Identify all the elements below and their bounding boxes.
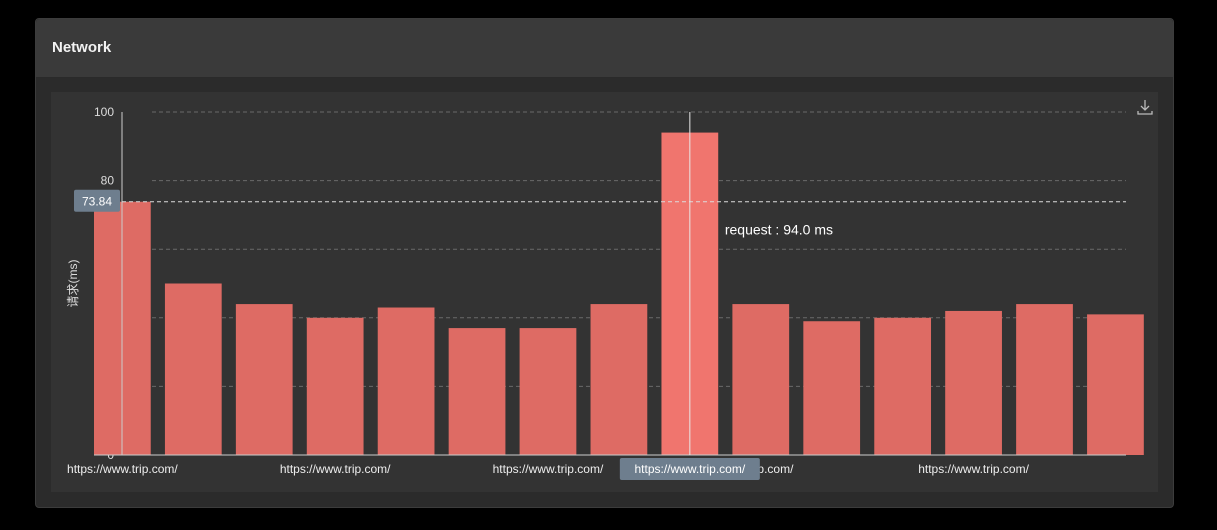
bar[interactable] [874, 317, 932, 455]
bar-chart[interactable]: 080100请求(ms)https://www.trip.com/https:/… [51, 92, 1158, 492]
x-tick-label: https://www.trip.com/ [918, 462, 1029, 476]
x-tick-label: https://www.trip.com/ [280, 462, 391, 476]
bar[interactable] [1087, 314, 1144, 455]
bar[interactable] [377, 307, 435, 455]
y-tick-label: 100 [94, 105, 114, 119]
x-tick-label: https://www.trip.com/ [67, 462, 178, 476]
bar[interactable] [519, 328, 577, 455]
download-icon[interactable] [1136, 98, 1154, 116]
bar[interactable] [732, 304, 790, 455]
x-tick-label: https://www.trip.com/ [493, 462, 604, 476]
bar[interactable] [164, 283, 222, 456]
axis-pointer-value: 73.84 [82, 195, 112, 209]
tooltip-text: request : 94.0 ms [725, 221, 833, 237]
bar[interactable] [1016, 304, 1073, 455]
bar[interactable] [306, 317, 364, 455]
y-tick-label: 80 [101, 174, 115, 188]
chart-area[interactable]: 080100请求(ms)https://www.trip.com/https:/… [51, 92, 1158, 492]
panel-title: Network [52, 39, 112, 56]
bar[interactable] [803, 321, 861, 455]
bar[interactable] [448, 328, 506, 455]
bar[interactable] [590, 304, 648, 455]
axis-pointer-badge [74, 189, 120, 212]
bar[interactable] [235, 304, 293, 455]
y-axis-label: 请求(ms) [66, 260, 80, 308]
bar[interactable] [945, 310, 1002, 455]
category-pointer-label: https://www.trip.com/ [634, 462, 745, 476]
category-pointer-badge [619, 458, 760, 480]
panel-header: Network [36, 19, 1173, 78]
